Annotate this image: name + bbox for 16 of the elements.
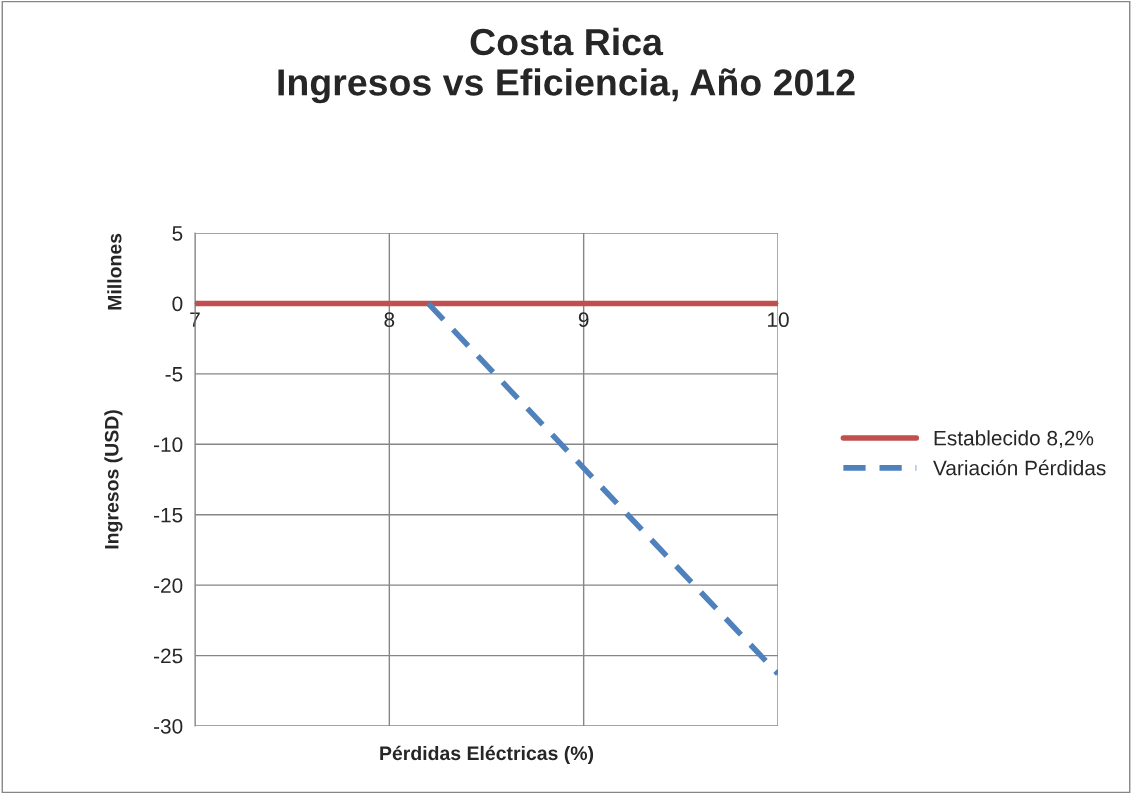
y-tick-label: 0	[172, 296, 183, 312]
chart-title: Costa Rica Ingresos vs Eficiencia, Año 2012	[278, 27, 855, 104]
y-tick-label: -10	[154, 437, 183, 453]
y-tick-label: -25	[154, 648, 183, 664]
y-axis-title: Ingresos (USD)	[104, 410, 123, 549]
y-tick-label: -5	[165, 367, 183, 382]
y-tick-label: -30	[154, 719, 183, 734]
legend-label: Variación Pérdidas	[933, 459, 1106, 476]
y-tick-label: -15	[154, 507, 183, 523]
y-tick-label: 5	[172, 226, 183, 241]
text: Millones	[107, 233, 122, 310]
y-tick-label: -20	[154, 578, 183, 593]
x-tick-label: 7	[190, 312, 200, 327]
x-axis-title: Pérdidas Eléctricas (%)	[380, 745, 594, 765]
legend-label: Establecido 8,2%	[934, 430, 1094, 448]
x-tick-label: 10	[768, 312, 789, 328]
